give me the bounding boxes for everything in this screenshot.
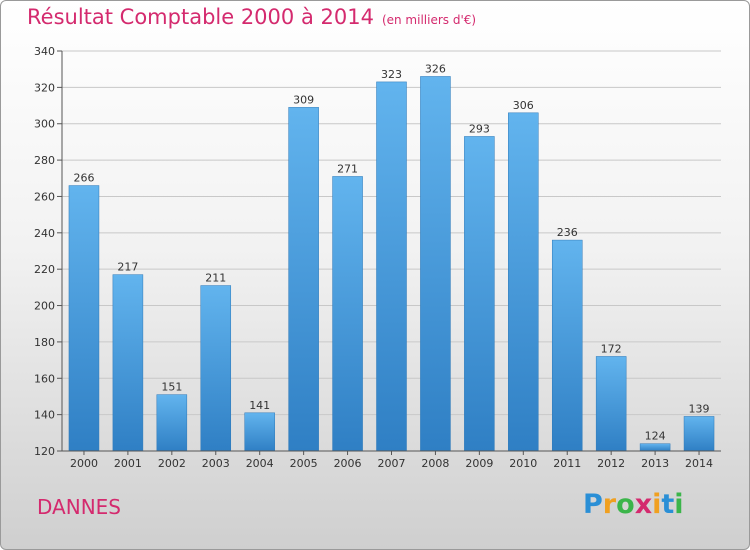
y-tick-label: 300 [34, 118, 55, 131]
chart-title-text: Résultat Comptable 2000 à 2014 [27, 5, 374, 29]
x-tick-label: 2003 [202, 457, 230, 470]
bar-value-label: 236 [557, 226, 578, 239]
y-tick-label: 120 [34, 445, 55, 458]
bar-2014 [683, 416, 715, 452]
y-tick-label: 320 [34, 81, 55, 94]
logo-letter: i [674, 489, 684, 520]
bar-2003 [200, 285, 232, 452]
commune-name: DANNES [37, 495, 121, 519]
bar-value-label: 211 [205, 272, 226, 285]
axes: 120 140 160 180 200 220 240 260 280 300 320 340 2000… [34, 45, 721, 470]
bar-value-label: 151 [161, 381, 182, 394]
x-tick-label: 2014 [685, 457, 713, 470]
bar-2008 [420, 76, 451, 452]
y-tick-label: 340 [34, 45, 55, 58]
x-tick-label: 2000 [70, 457, 98, 470]
x-tick-label: 2007 [378, 457, 406, 470]
x-tick-label: 2010 [509, 457, 537, 470]
bar-2004 [244, 412, 275, 452]
bar-2012 [595, 356, 627, 452]
bar-value-label: 139 [689, 402, 710, 415]
x-tick-label: 2005 [290, 457, 318, 470]
x-tick-label: 2009 [465, 457, 493, 470]
bar-value-label: 323 [381, 68, 402, 81]
bar-2007 [376, 81, 407, 452]
x-tick-label: 2011 [553, 457, 581, 470]
bars: 266 217 151 211 141 309 271 323 326 293 306 236 172 1… [68, 62, 715, 452]
chart-title: Résultat Comptable 2000 à 2014 (en millie… [27, 5, 476, 29]
bar-value-label: 217 [117, 261, 138, 274]
bar-value-label: 271 [337, 162, 358, 175]
logo-letter: r [602, 489, 617, 520]
bar-2002 [156, 394, 188, 452]
x-tick-label: 2004 [246, 457, 274, 470]
logo-letter: P [583, 489, 603, 520]
x-tick-label: 2013 [641, 457, 669, 470]
bar-2011 [551, 239, 583, 452]
x-tick-label: 2001 [114, 457, 142, 470]
logo-letter: o [616, 489, 635, 520]
proxiti-logo[interactable]: Proxiti [583, 489, 684, 520]
x-tick-label: 2008 [421, 457, 449, 470]
logo-letter: t [661, 489, 675, 520]
y-tick-label: 280 [34, 154, 55, 167]
y-tick-label: 180 [34, 336, 55, 349]
bar-2010 [508, 112, 539, 452]
x-tick-label: 2012 [597, 457, 625, 470]
logo-letter: x [634, 489, 653, 520]
bar-2001 [112, 274, 144, 452]
bar-value-label: 141 [249, 399, 270, 412]
bar-value-label: 309 [293, 93, 314, 106]
bar-2013 [639, 443, 671, 452]
bar-2000 [68, 185, 100, 452]
bar-value-label: 266 [73, 172, 94, 185]
bar-value-label: 124 [645, 430, 666, 443]
logo-letter: i [652, 489, 662, 520]
y-tick-label: 160 [34, 372, 55, 385]
x-tick-label: 2006 [334, 457, 362, 470]
chart-subtitle: (en milliers d'€) [381, 13, 477, 27]
y-tick-label: 200 [34, 300, 55, 313]
bar-value-label: 326 [425, 62, 446, 75]
bar-2006 [332, 176, 363, 452]
bar-value-label: 293 [469, 122, 490, 135]
bar-value-label: 172 [601, 342, 622, 355]
x-tick-label: 2002 [158, 457, 186, 470]
y-tick-label: 260 [34, 190, 55, 203]
bar-2009 [464, 136, 495, 452]
y-tick-label: 240 [34, 227, 55, 240]
y-tick-label: 220 [34, 263, 55, 276]
bar-value-label: 306 [513, 99, 534, 112]
bar-2005 [288, 107, 319, 452]
y-tick-label: 140 [34, 409, 55, 422]
